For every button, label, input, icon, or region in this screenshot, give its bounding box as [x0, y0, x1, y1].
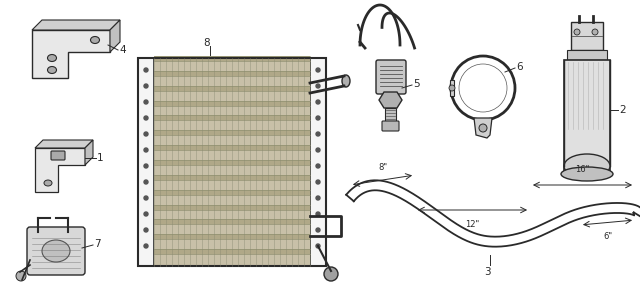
Bar: [154, 130, 310, 135]
Circle shape: [316, 116, 320, 120]
Bar: [154, 145, 310, 150]
Circle shape: [144, 116, 148, 120]
FancyBboxPatch shape: [51, 151, 65, 160]
FancyBboxPatch shape: [376, 60, 406, 94]
Bar: [567, 50, 607, 60]
Bar: [154, 205, 310, 210]
FancyBboxPatch shape: [382, 121, 399, 131]
Bar: [571, 22, 603, 50]
Bar: [154, 86, 310, 91]
Bar: [564, 60, 610, 172]
Text: 1: 1: [97, 153, 104, 163]
Polygon shape: [32, 30, 110, 78]
Bar: [154, 100, 310, 106]
Circle shape: [144, 244, 148, 248]
Circle shape: [144, 100, 148, 104]
Circle shape: [144, 148, 148, 152]
Circle shape: [316, 180, 320, 184]
Ellipse shape: [44, 180, 52, 186]
Circle shape: [316, 212, 320, 216]
Text: 16": 16": [575, 165, 589, 174]
Circle shape: [144, 164, 148, 168]
Text: 2: 2: [619, 105, 626, 115]
Text: 3: 3: [484, 267, 490, 277]
Text: 8: 8: [204, 38, 211, 48]
Circle shape: [144, 196, 148, 200]
Bar: [154, 160, 310, 165]
Bar: [154, 56, 310, 61]
Text: 12": 12": [465, 220, 479, 229]
Circle shape: [449, 85, 455, 91]
Bar: [154, 234, 310, 239]
Circle shape: [316, 148, 320, 152]
Circle shape: [144, 68, 148, 72]
Ellipse shape: [47, 55, 56, 62]
Circle shape: [144, 84, 148, 88]
Circle shape: [144, 212, 148, 216]
Ellipse shape: [47, 67, 56, 73]
Circle shape: [316, 84, 320, 88]
Text: 6: 6: [516, 62, 523, 72]
Bar: [310, 58, 326, 266]
Circle shape: [592, 29, 598, 35]
Bar: [154, 71, 310, 76]
Circle shape: [316, 68, 320, 72]
Bar: [154, 116, 310, 120]
Text: 6": 6": [604, 232, 612, 241]
Polygon shape: [379, 92, 402, 108]
Bar: [154, 190, 310, 195]
Circle shape: [324, 267, 338, 281]
Polygon shape: [474, 118, 492, 138]
Bar: [138, 58, 154, 266]
Text: 5: 5: [413, 79, 420, 89]
Ellipse shape: [90, 37, 99, 44]
Ellipse shape: [42, 240, 70, 262]
Bar: [154, 58, 310, 266]
Ellipse shape: [561, 167, 613, 181]
Polygon shape: [35, 148, 85, 192]
Circle shape: [316, 164, 320, 168]
Circle shape: [144, 132, 148, 136]
Polygon shape: [110, 20, 120, 52]
Text: 4: 4: [119, 45, 125, 55]
Circle shape: [316, 132, 320, 136]
Bar: [450, 80, 454, 96]
Ellipse shape: [564, 154, 610, 178]
Circle shape: [574, 29, 580, 35]
Circle shape: [144, 180, 148, 184]
Bar: [154, 175, 310, 180]
Polygon shape: [85, 140, 93, 165]
Polygon shape: [32, 20, 120, 30]
Circle shape: [16, 271, 26, 281]
Circle shape: [479, 124, 487, 132]
Circle shape: [316, 196, 320, 200]
Circle shape: [316, 244, 320, 248]
Text: 8": 8": [378, 163, 388, 172]
FancyBboxPatch shape: [27, 227, 85, 275]
Polygon shape: [35, 140, 93, 148]
Bar: [154, 249, 310, 254]
Bar: [138, 58, 326, 266]
Circle shape: [144, 228, 148, 232]
Ellipse shape: [342, 75, 350, 87]
Text: 7: 7: [94, 239, 100, 249]
Bar: [385, 108, 396, 122]
Circle shape: [316, 100, 320, 104]
Bar: [154, 219, 310, 224]
Circle shape: [316, 228, 320, 232]
